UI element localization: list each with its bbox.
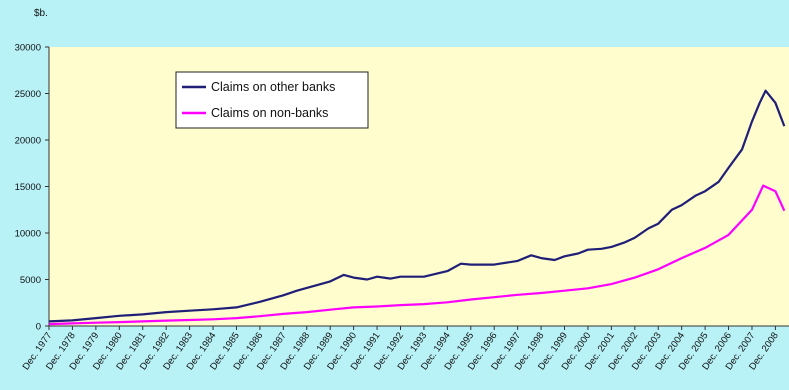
- y-unit-label: $b.: [34, 8, 48, 19]
- legend-label-non-banks: Claims on non-banks: [211, 106, 328, 120]
- y-tick-label: 25000: [15, 89, 41, 100]
- y-tick-label: 0: [36, 322, 41, 333]
- y-tick-label: 5000: [20, 275, 41, 286]
- legend: Claims on other banks Claims on non-bank…: [175, 71, 369, 129]
- y-tick-label: 20000: [15, 136, 41, 147]
- legend-label-other-banks: Claims on other banks: [211, 80, 335, 94]
- series-line-0: [48, 89, 786, 323]
- y-tick-label: 15000: [15, 182, 41, 193]
- y-tick-label: 10000: [15, 229, 41, 240]
- plot-area: [49, 47, 789, 326]
- y-tick-label: 30000: [15, 43, 41, 54]
- series-line-1: [48, 184, 786, 326]
- legend-box: [175, 71, 369, 129]
- series-group: [48, 89, 786, 326]
- y-axis: 0 5000 10000 15000 20000 25000 30000: [15, 43, 50, 333]
